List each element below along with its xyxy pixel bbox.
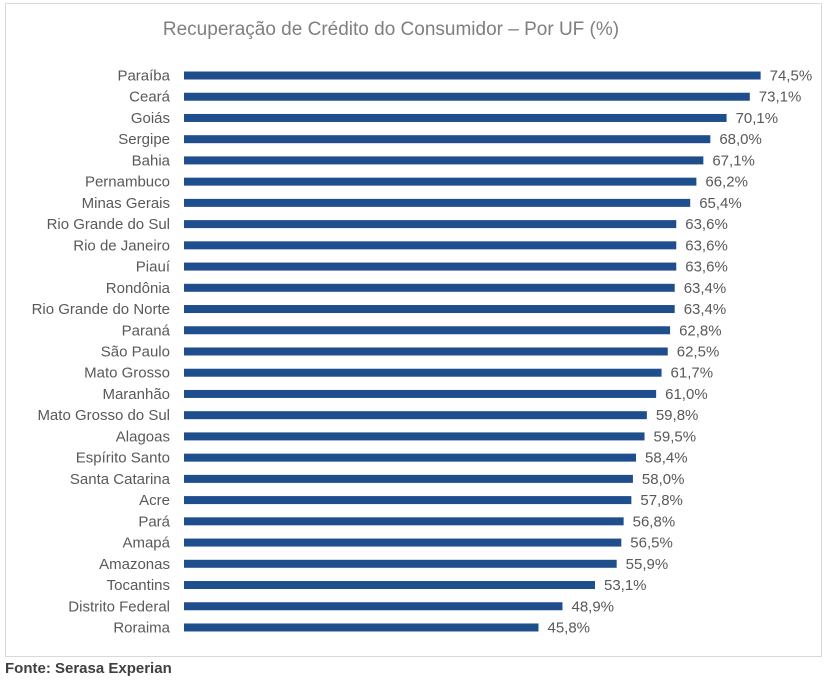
source-note: Fonte: Serasa Experian [5,660,172,677]
bar [184,113,727,122]
bar [184,92,750,101]
value-label: 70,1% [736,110,779,127]
bar [184,496,632,505]
category-label: Roraima [113,619,170,636]
bar [184,517,624,526]
category-label: Santa Catarina [70,471,171,488]
value-label: 53,1% [604,577,647,594]
category-label: Mato Grosso [84,365,170,382]
bar [184,432,645,441]
value-label: 68,0% [719,131,762,148]
bar [184,198,691,207]
bar [184,411,647,420]
category-label: Minas Gerais [82,195,170,212]
bar [184,538,622,547]
value-label: 59,8% [656,407,699,424]
value-label: 67,1% [712,152,755,169]
value-label: 74,5% [770,68,813,85]
category-label: Amapá [122,535,170,552]
bar-chart: Recuperação de Crédito do Consumidor – P… [32,19,813,637]
bar [184,156,704,165]
value-label: 61,0% [665,386,708,403]
category-label: Distrito Federal [68,598,170,615]
bar [184,581,595,590]
value-label: 62,5% [677,343,720,360]
category-label: Pará [138,513,170,530]
category-label: Paraíba [117,68,170,85]
category-label: Pernambuco [85,174,170,191]
category-label: Acre [139,492,170,509]
category-label: São Paulo [101,343,170,360]
bar [184,135,711,144]
bar [184,368,662,377]
bar [184,389,657,398]
value-label: 63,6% [685,259,728,276]
value-label: 61,7% [671,365,714,382]
category-label: Rio de Janeiro [73,237,170,254]
value-label: 65,4% [699,195,742,212]
category-label: Tocantins [107,577,170,594]
category-label: Alagoas [116,428,170,445]
category-label: Paraná [122,322,171,339]
category-label: Rondônia [106,280,171,297]
category-label: Espírito Santo [76,450,170,467]
bar [184,241,677,250]
value-label: 55,9% [626,556,669,573]
value-label: 45,8% [547,619,590,636]
bar [184,602,563,611]
category-label: Goiás [131,110,170,127]
category-label: Rio Grande do Sul [47,216,170,233]
value-label: 63,4% [684,301,727,318]
bar [184,220,677,229]
value-label: 63,4% [684,280,727,297]
value-label: 56,8% [633,513,676,530]
category-label: Bahia [132,152,171,169]
bar [184,283,675,292]
category-label: Piauí [136,259,171,276]
value-label: 58,4% [645,450,688,467]
bar [184,347,668,356]
value-label: 63,6% [685,216,728,233]
value-label: 57,8% [640,492,683,509]
bar [184,305,675,314]
chart-title: Recuperação de Crédito do Consumidor – P… [163,19,619,40]
bar [184,177,697,186]
value-label: 63,6% [685,237,728,254]
bar [184,71,761,80]
category-label: Maranhão [102,386,170,403]
value-label: 56,5% [630,535,673,552]
bar [184,559,617,568]
value-label: 73,1% [759,89,802,106]
bar [184,474,633,483]
category-label: Amazonas [99,556,170,573]
value-label: 48,9% [571,598,614,615]
category-label: Mato Grosso do Sul [37,407,170,424]
category-label: Ceará [129,89,171,106]
bar [184,262,677,271]
value-label: 58,0% [642,471,685,488]
category-label: Rio Grande do Norte [32,301,170,318]
category-label: Sergipe [118,131,170,148]
value-label: 62,8% [679,322,722,339]
bar [184,623,539,632]
bar [184,326,671,335]
bars-group: Paraíba 74,5% Ceará 73,1% Goiás 70,1% Sergipe 6… [32,68,813,637]
bar [184,453,637,462]
value-label: 59,5% [654,428,697,445]
value-label: 66,2% [705,174,748,191]
